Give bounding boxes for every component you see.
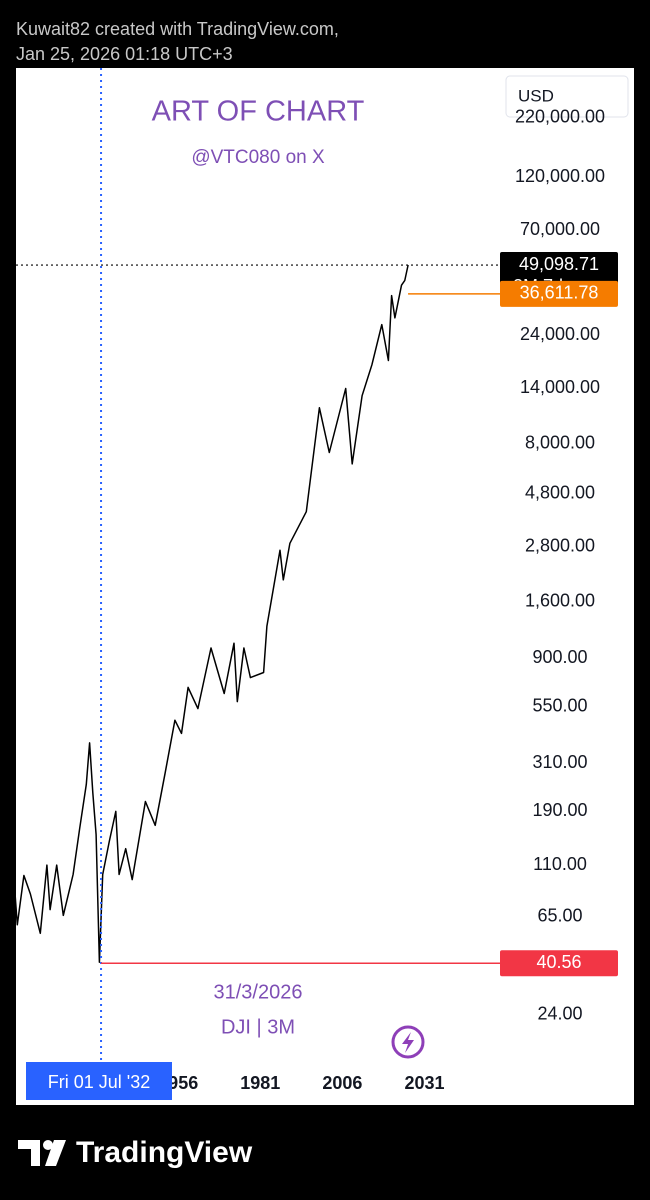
y-tick-label: 550.00 <box>532 696 587 716</box>
chart-title: ART OF CHART <box>152 96 365 128</box>
y-tick-label: 220,000.00 <box>515 106 605 126</box>
y-tick-label: 1,600.00 <box>525 591 595 611</box>
brand-logo <box>18 1140 66 1166</box>
brand-name: TradingView <box>76 1136 253 1169</box>
currency-button[interactable] <box>505 75 629 118</box>
x-tick-label: 2006 <box>322 1073 362 1093</box>
y-tick-label: 120,000.00 <box>515 166 605 186</box>
lightning-icon[interactable] <box>391 1025 425 1059</box>
y-tick-label: 70,000.00 <box>520 219 600 239</box>
y-tick-label: 110.00 <box>533 854 587 874</box>
y-tick-label: 190.00 <box>532 800 587 820</box>
y-tick-label: 24,000.00 <box>520 324 600 344</box>
chart-subtitle: @VTC080 on X <box>191 147 325 168</box>
y-tick-label: 4,800.00 <box>525 482 595 502</box>
price-line <box>13 264 409 963</box>
y-tick-label: 310.00 <box>532 752 587 772</box>
x-tick-label: 1981 <box>240 1073 280 1093</box>
y-tick-label: 65.00 <box>537 906 582 926</box>
price-label: 36,611.78 <box>520 283 599 303</box>
currency-label: USD <box>518 86 554 105</box>
y-tick-label: 24.00 <box>537 1004 582 1024</box>
plot <box>13 264 409 963</box>
y-tick-label: 8,000.00 <box>525 432 595 452</box>
annotation: 31/3/2026 <box>214 981 303 1003</box>
price-label-box <box>500 950 618 977</box>
crosshair-label: Fri 01 Jul '32 <box>48 1072 150 1092</box>
y-tick-label: 2,800.00 <box>525 536 595 556</box>
header-text: Jan 25, 2026 01:18 UTC+3 <box>16 44 233 64</box>
price-label: 49,098.71 <box>519 254 599 274</box>
price-label: 40.56 <box>536 952 581 972</box>
x-tick-label: 2031 <box>404 1073 444 1093</box>
header-text: Kuwait82 created with TradingView.com, <box>16 19 339 39</box>
y-tick-label: 14,000.00 <box>520 377 600 397</box>
y-tick-label: 900.00 <box>532 647 587 667</box>
price-label-box <box>500 280 618 307</box>
annotation: DJI | 3M <box>221 1016 295 1038</box>
crosshair-label-box <box>26 1062 172 1100</box>
chart-background <box>16 68 634 1105</box>
